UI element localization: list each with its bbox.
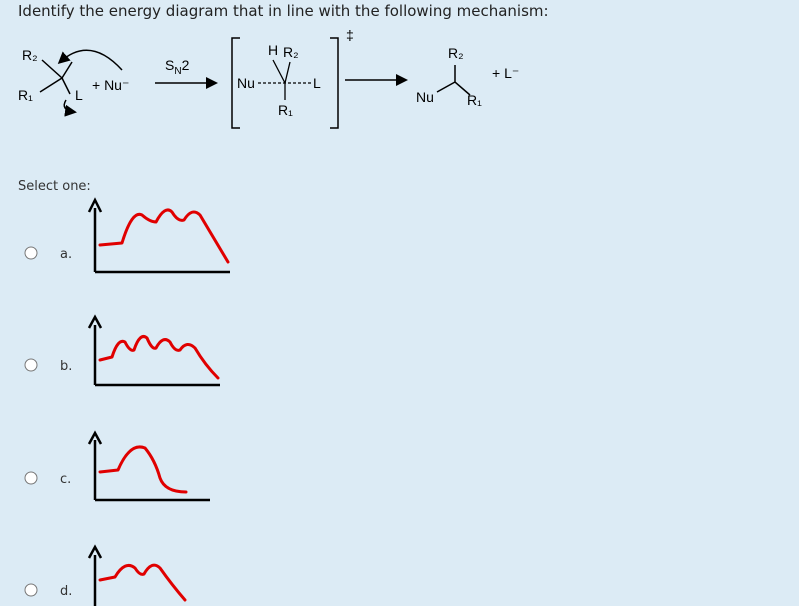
axes [93, 208, 230, 274]
condition-sub: N [174, 66, 181, 77]
axis-arrow [87, 544, 103, 559]
ts-h: H [268, 42, 278, 58]
product-r1: R₁ [467, 92, 482, 108]
option-label: d. [60, 584, 72, 599]
byproduct: + L⁻ [492, 65, 519, 81]
option-c[interactable]: c. [24, 430, 210, 502]
attack-arrow [57, 49, 123, 71]
ts-r2: R₂ [283, 44, 299, 60]
leaving-arrow [63, 99, 77, 117]
option-a[interactable]: a. [24, 197, 230, 274]
condition: SN2 [165, 57, 190, 77]
radio[interactable] [24, 358, 38, 372]
option-label: b. [60, 359, 72, 374]
question-text: Identify the energy diagram that in line… [18, 2, 549, 20]
product-bonds [436, 65, 471, 96]
bracket-right [330, 37, 339, 129]
energy-curve [98, 335, 220, 380]
axes [93, 325, 220, 387]
radio[interactable] [24, 583, 38, 597]
prompt: Select one: [18, 179, 91, 194]
option-b[interactable]: b. [24, 314, 220, 387]
condition-main: S [165, 57, 174, 73]
energy-curve [98, 208, 230, 264]
option-d[interactable]: d. [24, 544, 187, 606]
reactant-r2: R₂ [22, 47, 38, 63]
radio[interactable] [24, 246, 38, 260]
ts-nu: Nu [237, 75, 255, 91]
energy-curve [98, 445, 188, 494]
product-r2: R₂ [448, 45, 464, 61]
mechanism: R₂ R₁ L + Nu⁻ SN2 H R₂ Nu L R₁ ‡ R₂ Nu R… [18, 27, 519, 129]
ts-bonds [272, 59, 291, 100]
radio[interactable] [24, 471, 38, 485]
option-label: a. [60, 247, 72, 262]
bracket-left [231, 37, 240, 129]
product-nu: Nu [416, 89, 434, 105]
reactant-r1: R₁ [18, 87, 33, 103]
reactant-bonds [39, 59, 73, 95]
axes [93, 440, 210, 502]
axis-arrow [87, 197, 103, 213]
ts-symbol: ‡ [346, 27, 354, 43]
energy-curve [98, 563, 187, 602]
ts-r1: R₁ [278, 102, 293, 118]
reactant-leaving: L [75, 87, 83, 103]
nucleophile: + Nu⁻ [92, 77, 129, 93]
axis-arrow [87, 430, 103, 445]
ts-leaving: L [313, 75, 321, 91]
option-label: c. [60, 472, 71, 487]
condition-tail: 2 [182, 57, 190, 73]
axis-arrow [87, 314, 103, 329]
